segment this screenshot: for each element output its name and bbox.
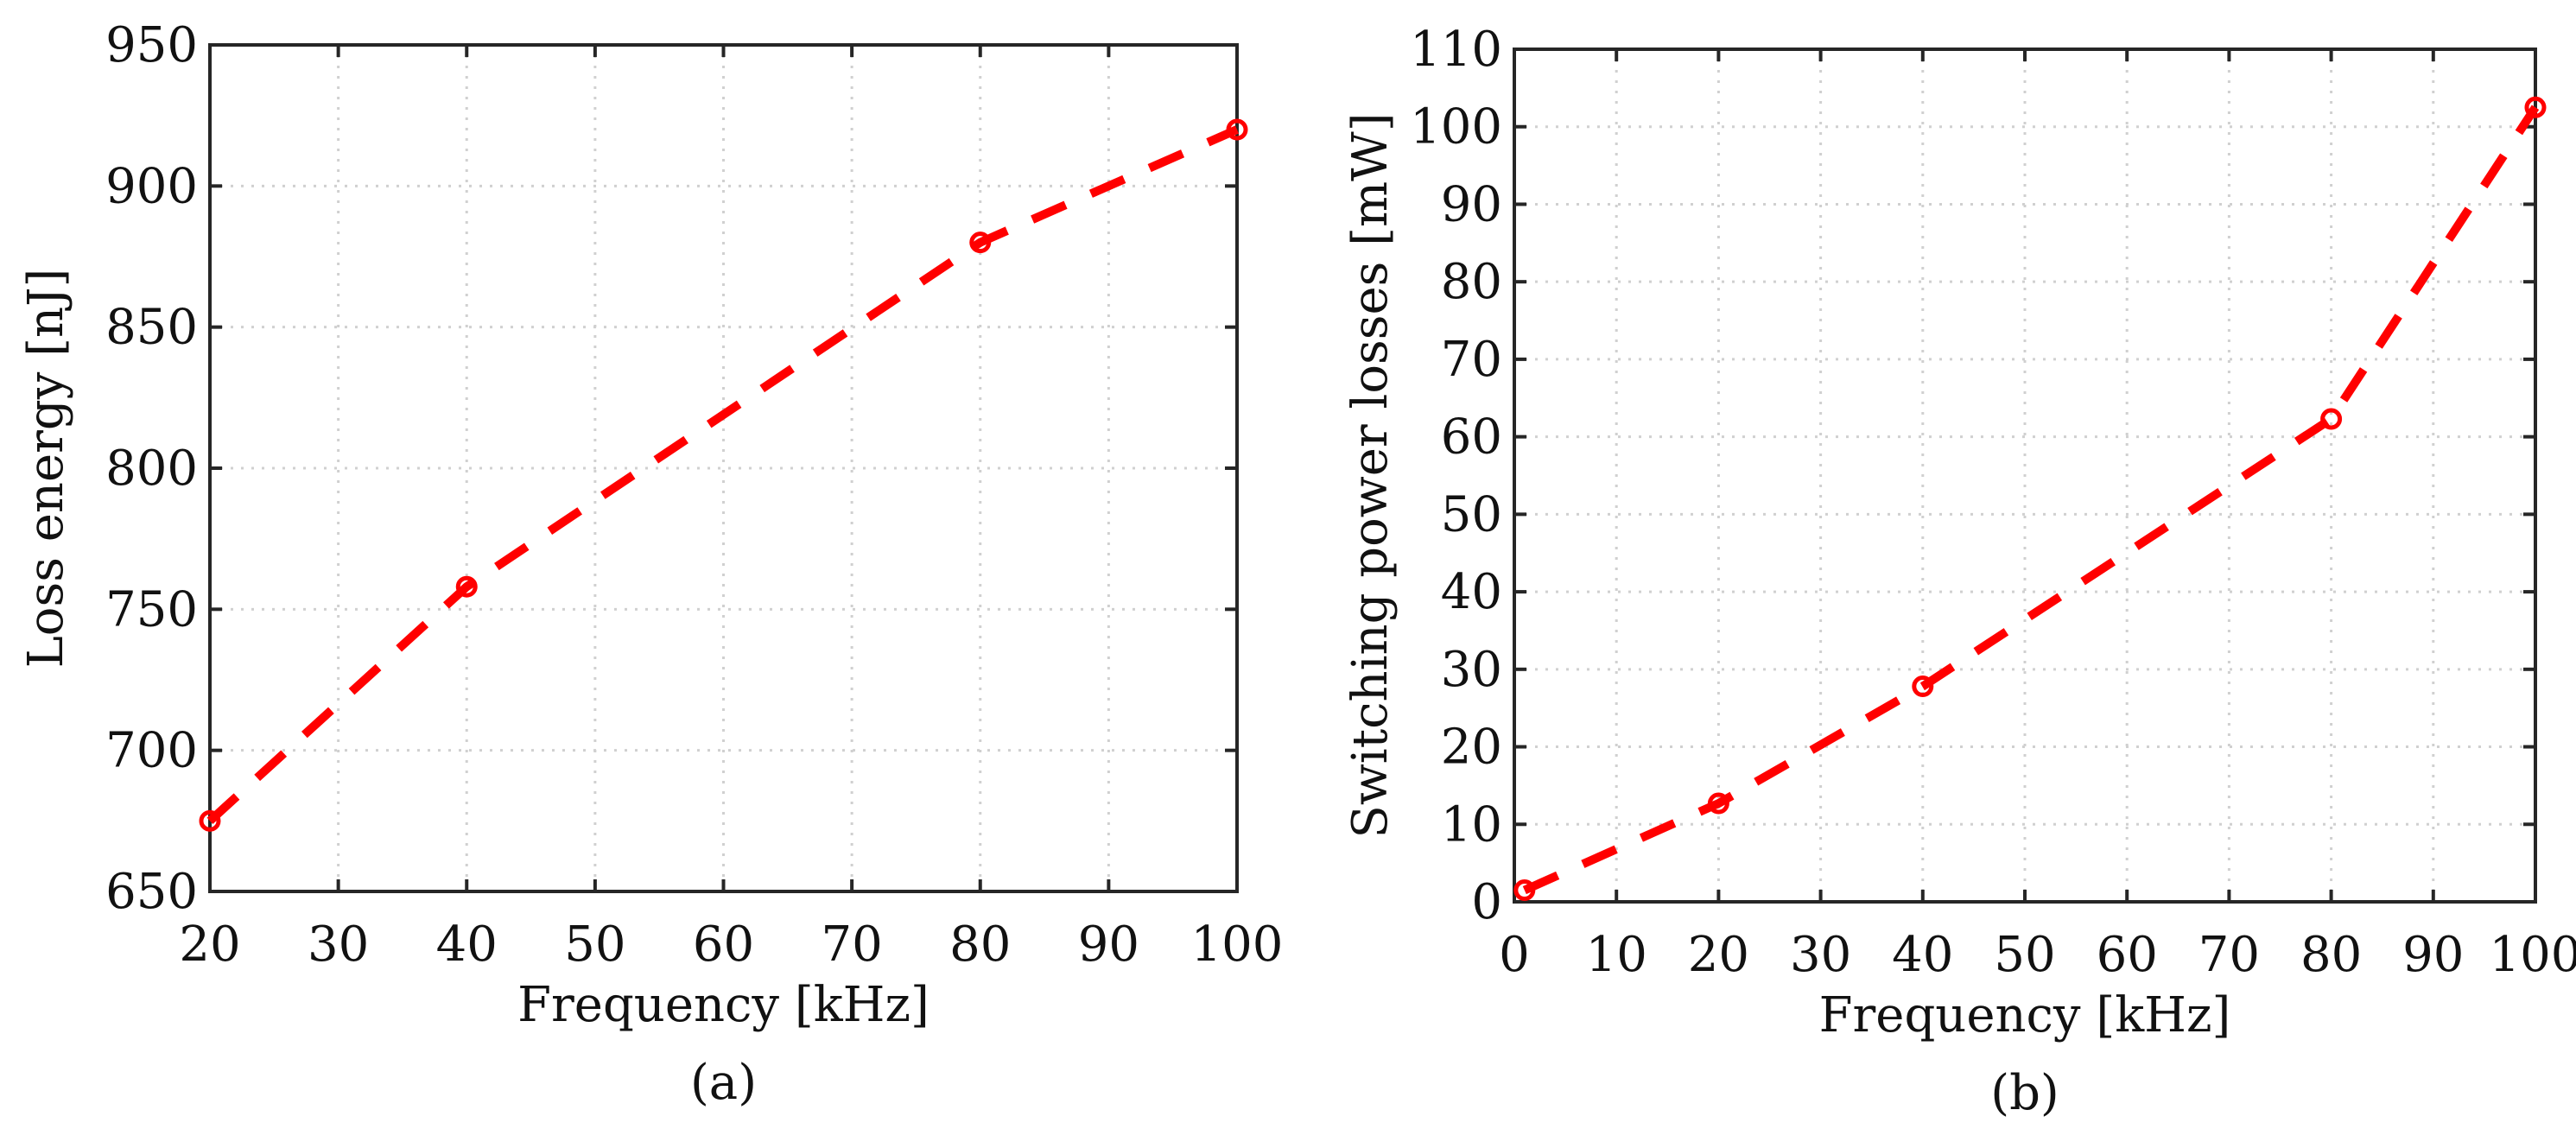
x-axis-label: Frequency [kHz] bbox=[517, 977, 930, 1033]
x-tick-label: 80 bbox=[949, 916, 1011, 973]
x-tick-label: 70 bbox=[2198, 927, 2260, 983]
chart-b: 0 10 20 30 40 50 60 70 80 90 100 0 10 20 30 40 50 60 70 80 9… bbox=[1342, 22, 2576, 1121]
x-tick-label: 40 bbox=[436, 916, 498, 973]
x-tick-label: 30 bbox=[1790, 927, 1851, 983]
x-tick-label: 60 bbox=[2097, 927, 2158, 983]
y-tick-label: 60 bbox=[1441, 409, 1502, 466]
x-tick-label: 0 bbox=[1499, 927, 1530, 983]
x-tick-label: 90 bbox=[2402, 927, 2464, 983]
x-tick-label: 100 bbox=[2490, 927, 2576, 983]
y-tick-label: 800 bbox=[105, 441, 198, 497]
x-tick-label: 10 bbox=[1586, 927, 1647, 983]
y-tick-label: 0 bbox=[1471, 874, 1502, 930]
x-tick-label: 80 bbox=[2300, 927, 2362, 983]
x-tick-label: 60 bbox=[693, 916, 754, 973]
data-point bbox=[1513, 879, 1536, 902]
y-tick-label: 650 bbox=[105, 864, 198, 920]
x-tick-label: 90 bbox=[1078, 916, 1139, 973]
data-point bbox=[1226, 118, 1248, 141]
caption: (a) bbox=[690, 1055, 757, 1111]
plot-frame bbox=[1513, 48, 2537, 904]
y-tick-label: 20 bbox=[1441, 720, 1502, 776]
y-tick-label: 900 bbox=[105, 158, 198, 214]
x-tick-label: 100 bbox=[1191, 916, 1284, 973]
y-tick-label: 90 bbox=[1441, 176, 1502, 232]
data-point bbox=[1707, 792, 1729, 815]
data-point bbox=[2524, 96, 2547, 118]
y-tick-label: 100 bbox=[1410, 99, 1502, 155]
data-point bbox=[455, 575, 478, 598]
chart-a: 20 30 40 50 60 70 80 90 100 650 700 750 800 850 900 950… bbox=[18, 17, 1283, 1111]
plot-frame bbox=[208, 43, 1239, 893]
data-point bbox=[1912, 675, 1934, 698]
y-axis-label: Loss energy [nJ] bbox=[18, 269, 74, 669]
x-tick-label: 40 bbox=[1892, 927, 1953, 983]
x-tick-label: 50 bbox=[1994, 927, 2055, 983]
y-tick-label: 70 bbox=[1441, 332, 1502, 388]
x-tick-label: 30 bbox=[308, 916, 369, 973]
y-tick-label: 10 bbox=[1441, 796, 1502, 853]
data-point bbox=[969, 232, 992, 254]
y-tick-label: 700 bbox=[105, 723, 198, 779]
y-tick-label: 30 bbox=[1441, 642, 1502, 698]
data-point bbox=[2320, 408, 2343, 430]
y-tick-label: 40 bbox=[1441, 564, 1502, 620]
y-tick-label: 50 bbox=[1441, 486, 1502, 542]
y-tick-label: 950 bbox=[105, 17, 198, 73]
x-tick-label: 20 bbox=[1688, 927, 1749, 983]
x-tick-label: 50 bbox=[564, 916, 625, 973]
y-tick-label: 750 bbox=[105, 581, 198, 637]
y-axis-label: Switching power losses [mW] bbox=[1342, 112, 1399, 838]
x-axis-label: Frequency [kHz] bbox=[1819, 987, 2231, 1043]
data-point bbox=[199, 809, 221, 832]
data-line bbox=[1522, 105, 2540, 895]
x-tick-label: 70 bbox=[821, 916, 882, 973]
caption: (b) bbox=[1990, 1065, 2059, 1121]
x-tick-label: 20 bbox=[179, 916, 240, 973]
y-tick-label: 110 bbox=[1410, 22, 1502, 78]
data-line bbox=[206, 125, 1240, 825]
y-tick-label: 80 bbox=[1441, 254, 1502, 310]
y-tick-label: 850 bbox=[105, 300, 198, 356]
